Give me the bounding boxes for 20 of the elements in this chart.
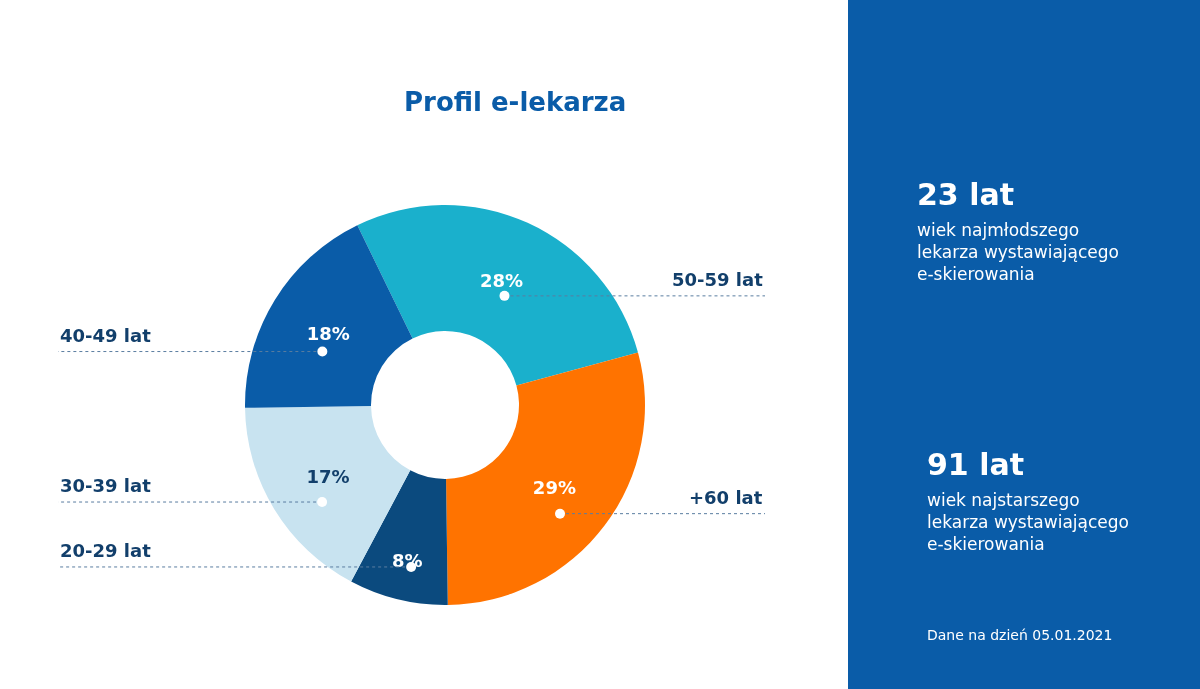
donut-slice — [351, 470, 448, 605]
donut-slice — [245, 225, 413, 408]
slice-label: 40-49 lat — [60, 325, 152, 346]
slice-label: 20-29 lat — [60, 540, 152, 561]
data-label: 8% — [392, 550, 423, 572]
text: 91 lat — [927, 447, 1025, 482]
data-label: 28% — [480, 269, 524, 291]
text: Dane na dzień 05.01.2021 — [927, 627, 1113, 643]
donut-slice — [357, 205, 638, 386]
data-label: 29% — [532, 476, 576, 498]
donut-slice — [446, 352, 645, 605]
text: wiek najstarszego lekarza wystawiającego e-skierowania — [927, 490, 1129, 555]
slice-label: 30-39 lat — [60, 475, 152, 496]
text: wiek najmłodszego lekarza wystawiającego e-skierowania — [917, 220, 1119, 285]
text: 23 lat — [917, 177, 1015, 212]
data-label: 17% — [306, 465, 350, 487]
slice-label: 50-59 lat — [672, 269, 764, 290]
chart-title: Profil e-lekarza — [404, 87, 627, 117]
data-label: 18% — [306, 322, 350, 344]
slice-label: +60 lat — [689, 487, 763, 508]
